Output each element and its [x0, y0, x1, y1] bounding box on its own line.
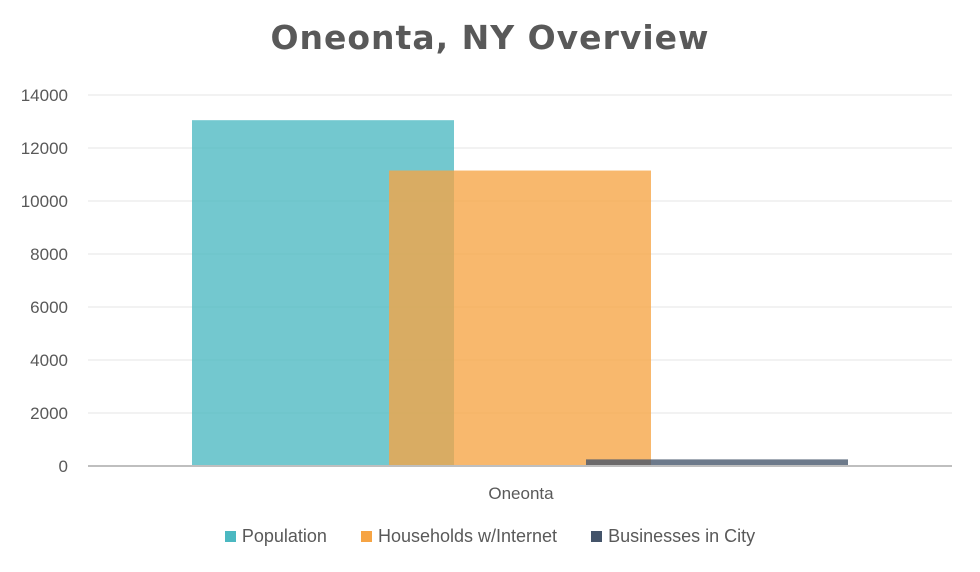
legend-item: Households w/Internet: [360, 526, 558, 547]
y-tick-label: 14000: [21, 86, 68, 105]
legend-item: Population: [224, 526, 327, 547]
bar-households-w-internet: [389, 170, 651, 466]
legend-swatch: [224, 531, 236, 542]
legend-label: Population: [241, 526, 327, 546]
legend-swatch: [360, 531, 372, 542]
bars: [192, 120, 848, 467]
y-tick-label: 4000: [30, 351, 68, 370]
bar-businesses-in-city: [586, 459, 848, 466]
legend-swatch: [591, 531, 603, 542]
legend-label: Households w/Internet: [377, 526, 558, 546]
y-tick-label: 6000: [30, 298, 68, 317]
y-tick-label: 2000: [30, 404, 68, 423]
legend-label: Businesses in City: [608, 526, 756, 546]
y-tick-label: 10000: [21, 192, 68, 211]
y-tick-label: 0: [59, 457, 68, 476]
legend: Population Households w/Internet Businesse…: [0, 526, 980, 547]
legend-item: Businesses in City: [591, 526, 755, 547]
chart-title: Oneonta, NY Overview: [270, 18, 710, 57]
y-tick-label: 8000: [30, 245, 68, 264]
y-axis-ticks: 0 2000 4000 6000 8000 10000 12000 14000: [21, 86, 68, 476]
y-tick-label: 12000: [21, 139, 68, 158]
category-label: Oneonta: [488, 484, 554, 503]
